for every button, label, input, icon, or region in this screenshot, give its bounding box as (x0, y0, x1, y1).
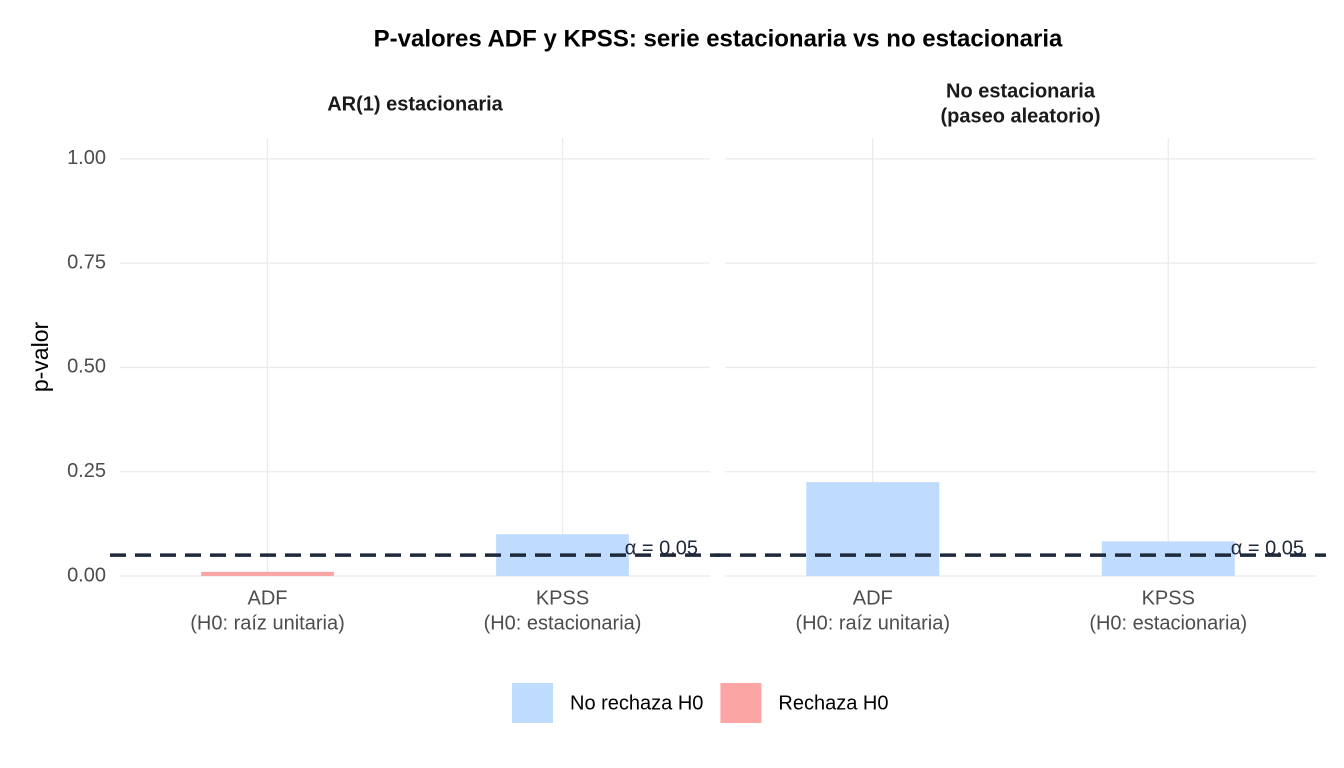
bar (1101, 541, 1235, 576)
y-tick-label: 1.00 (67, 147, 106, 169)
x-tick-label: ADF (H0: raíz unitaria) (796, 588, 951, 635)
chart-title: P-valores ADF y KPSS: serie estacionaria… (374, 25, 1063, 52)
x-tick-label: KPSS (H0: estacionaria) (1089, 588, 1247, 635)
facet-title: AR(1) estacionaria (327, 93, 503, 115)
threshold-label: α = 0,05 (625, 537, 698, 559)
legend-key (720, 683, 762, 723)
y-tick-label: 0.50 (67, 356, 106, 378)
y-tick-label: 0.25 (67, 460, 106, 482)
y-axis-label: p-valor (27, 322, 53, 393)
facet-title: No estacionaria (paseo aleatorio) (940, 81, 1100, 128)
legend-key (512, 683, 553, 723)
legend-label: Rechaza H0 (778, 692, 888, 714)
x-tick-label: KPSS (H0: estacionaria) (484, 588, 642, 635)
x-tick-label: ADF (H0: raíz unitaria) (190, 588, 345, 635)
legend-label: No rechaza H0 (570, 692, 703, 714)
threshold-label: α = 0,05 (1231, 537, 1304, 559)
bar (806, 482, 940, 576)
y-tick-label: 0.00 (67, 564, 106, 586)
y-tick-label: 0.75 (67, 251, 106, 273)
bar (201, 571, 334, 576)
